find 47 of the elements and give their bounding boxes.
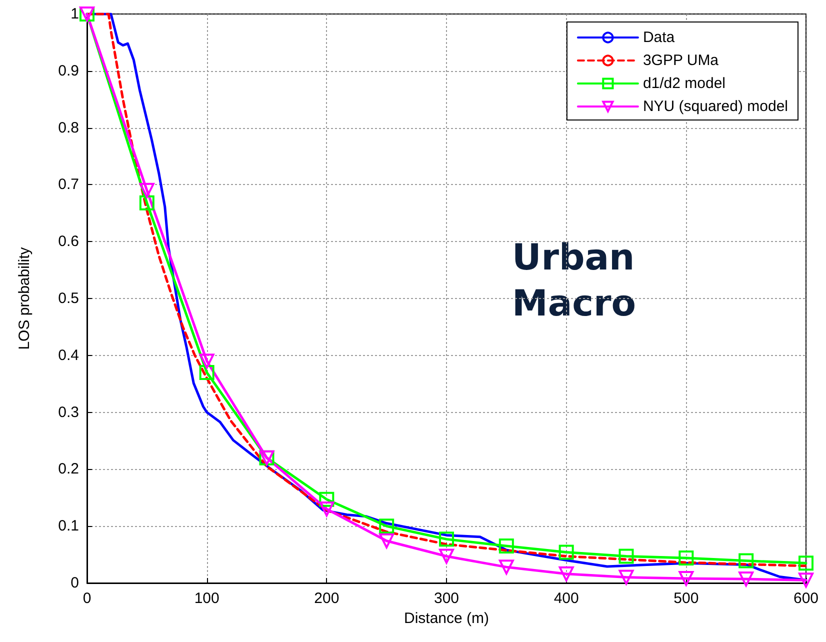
y-tick-label: 0.8: [58, 119, 79, 136]
point: [199, 354, 214, 369]
point: [139, 195, 154, 210]
point: [738, 553, 754, 568]
y-tick-label: 0.4: [58, 346, 79, 364]
point: [738, 572, 754, 587]
y-tick-label: 0.7: [58, 176, 79, 194]
point: [379, 518, 394, 534]
point: [439, 548, 454, 564]
point: [319, 492, 334, 507]
y-tick-label: 0.6: [58, 233, 79, 250]
point: [319, 502, 334, 517]
point: [678, 570, 694, 586]
legend-label: NYU (squared) model: [642, 98, 788, 115]
point: [618, 570, 634, 585]
x-tick-label: 0: [82, 590, 92, 607]
y-tick-label: 0: [70, 574, 79, 592]
annotation: Urban Macro: [512, 238, 636, 324]
point: [618, 548, 634, 564]
point: [558, 566, 574, 582]
point: [139, 182, 154, 198]
x-tick-label: 400: [554, 590, 579, 607]
y-tick-label: 1: [70, 6, 79, 22]
point: [199, 364, 214, 380]
point: [798, 572, 814, 588]
y-axis-title: LOS probability: [16, 246, 33, 350]
x-axis-title: Distance (m): [404, 610, 490, 627]
point: [498, 560, 514, 575]
y-tick-label: 0.1: [58, 518, 79, 535]
x-tick-label: 300: [434, 590, 460, 607]
x-tick-label: 100: [194, 590, 220, 607]
point: [798, 556, 814, 571]
y-tick-label: 0.9: [58, 62, 79, 80]
point: [498, 538, 514, 554]
point: [439, 532, 454, 547]
legend-label: Data: [642, 29, 676, 46]
point: [558, 544, 574, 560]
x-tick-label: 200: [314, 590, 340, 607]
y-tick-label: 0.2: [58, 460, 79, 478]
point: [678, 550, 694, 566]
point: [379, 533, 394, 548]
x-tick-label: 600: [793, 590, 819, 607]
legend-label: d1/d2 model: [642, 75, 726, 92]
legend-label: 3GPP UMa: [642, 52, 720, 69]
y-tick-label: 0.5: [58, 290, 79, 307]
x-tick-label: 500: [674, 590, 699, 607]
y-tick-label: 0.3: [58, 404, 79, 421]
